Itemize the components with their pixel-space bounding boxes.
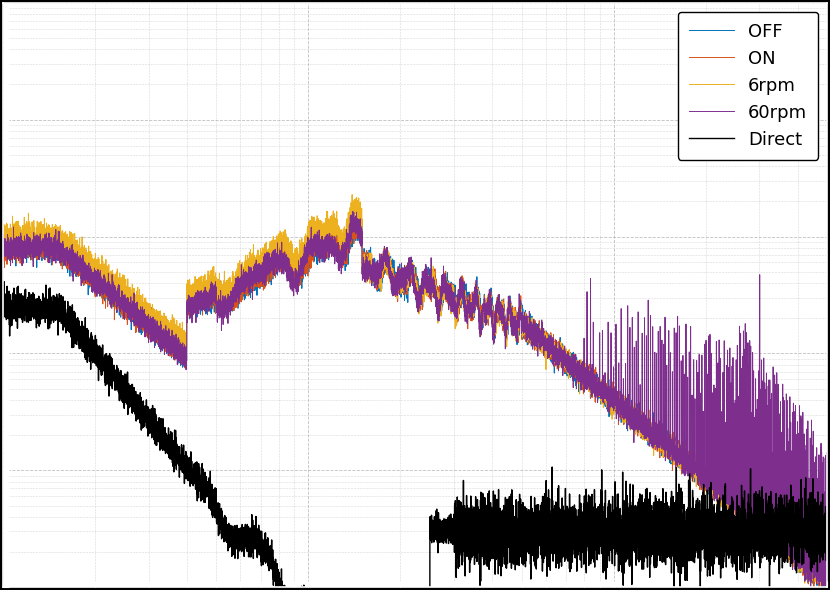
Line: OFF: OFF	[2, 216, 828, 590]
6rpm	[401, 267, 411, 274]
ON	[47, 248, 57, 255]
6rpm	[347, 191, 357, 198]
Direct	[823, 530, 830, 537]
Direct	[779, 530, 788, 537]
6rpm	[47, 229, 57, 236]
ON	[779, 540, 788, 547]
ON	[821, 588, 830, 590]
60rpm	[159, 350, 169, 358]
Direct	[2, 306, 12, 313]
6rpm	[159, 316, 169, 323]
60rpm	[32, 238, 42, 245]
ON	[823, 584, 830, 590]
Legend: OFF, ON, 6rpm, 60rpm, Direct: OFF, ON, 6rpm, 60rpm, Direct	[678, 12, 818, 159]
ON	[159, 333, 169, 340]
6rpm	[32, 237, 42, 244]
60rpm	[348, 208, 358, 215]
6rpm	[779, 542, 788, 549]
60rpm	[401, 278, 411, 286]
ON	[349, 211, 359, 218]
ON	[0, 239, 7, 246]
ON	[2, 241, 12, 248]
Direct	[47, 311, 57, 318]
60rpm	[779, 540, 788, 548]
60rpm	[823, 516, 830, 523]
60rpm	[47, 245, 57, 252]
OFF	[159, 334, 169, 341]
6rpm	[0, 239, 7, 246]
OFF	[823, 570, 830, 577]
ON	[401, 287, 411, 294]
6rpm	[823, 579, 830, 586]
OFF	[0, 236, 7, 243]
OFF	[32, 247, 42, 254]
Direct	[159, 446, 169, 453]
60rpm	[2, 242, 12, 250]
6rpm	[2, 225, 12, 232]
OFF	[401, 278, 411, 286]
OFF	[779, 536, 788, 543]
Direct	[0, 278, 9, 285]
Direct	[32, 300, 42, 307]
OFF	[356, 212, 366, 219]
OFF	[2, 245, 12, 253]
Line: 60rpm: 60rpm	[2, 211, 828, 590]
60rpm	[822, 588, 830, 590]
Direct	[0, 315, 7, 322]
6rpm	[816, 588, 826, 590]
ON	[32, 237, 42, 244]
Line: 6rpm: 6rpm	[2, 195, 828, 590]
OFF	[47, 250, 57, 257]
Line: Direct: Direct	[2, 281, 828, 590]
60rpm	[0, 248, 7, 255]
Line: ON: ON	[2, 214, 828, 590]
